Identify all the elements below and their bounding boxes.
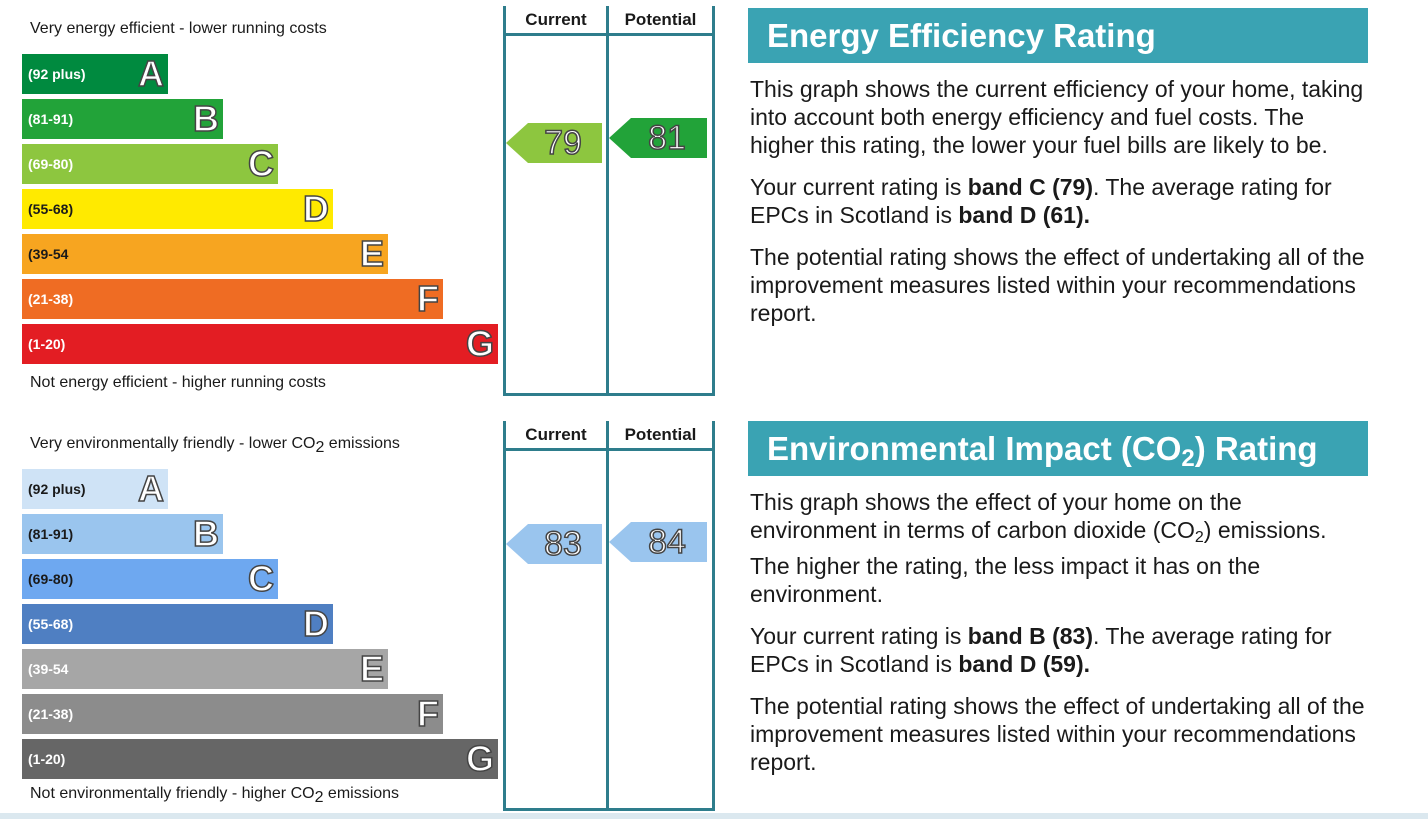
potential-rating-arrow: 81	[609, 118, 707, 158]
env-p1-subscript: 2	[1194, 529, 1204, 546]
env-average-band: band D (59).	[958, 651, 1090, 677]
chart-top-label: Very environmentally friendly - lower CO…	[30, 435, 400, 457]
top-label-end: emissions	[324, 435, 400, 452]
band-range-label: (69-80)	[28, 156, 74, 172]
band-range-label: (21-38)	[28, 291, 74, 307]
band-c: (69-80) C	[22, 142, 278, 185]
band-range-label: (92 plus)	[28, 481, 86, 497]
energy-panel-title: Energy Efficiency Rating	[748, 8, 1368, 63]
top-label-text: Very environmentally friendly - lower CO	[30, 435, 316, 452]
chart-base-line	[503, 393, 712, 396]
current-rating-arrow: 79	[506, 123, 602, 163]
current-column: Current	[503, 6, 609, 396]
energy-p2-a: Your current rating is	[750, 174, 968, 200]
band-letter-label: B	[192, 97, 220, 140]
band-range-label: (39-54	[28, 661, 69, 677]
band-d: (55-68) D	[22, 187, 333, 230]
band-a: (92 plus) A	[22, 52, 168, 95]
potential-column: Potential	[606, 6, 715, 396]
band-range-label: (69-80)	[28, 571, 74, 587]
band-letter-label: E	[359, 647, 385, 690]
bottom-label-text: Not environmentally friendly - higher CO	[30, 785, 315, 802]
band-f: (21-38) F	[22, 692, 443, 735]
band-a: (92 plus) A	[22, 467, 168, 510]
chart-bottom-label: Not environmentally friendly - higher CO…	[30, 785, 399, 807]
band-letter-label: A	[137, 52, 165, 95]
band-range-label: (81-91)	[28, 111, 74, 127]
env-paragraph-1: This graph shows the effect of your home…	[750, 488, 1368, 608]
band-range-label: (55-68)	[28, 201, 74, 217]
energy-p2-c: . The average rating for EPCs in Scotlan…	[750, 174, 1332, 228]
env-p1-b: ) emissions. The higher the rating, the …	[750, 517, 1327, 607]
env-p2-a: Your current rating is	[750, 623, 968, 649]
env-panel-title: Environmental Impact (CO2) Rating	[748, 421, 1368, 476]
band-letter-label: D	[302, 602, 330, 645]
env-paragraph-3: The potential rating shows the effect of…	[750, 693, 1365, 775]
env-current-band: band B (83)	[967, 623, 1093, 649]
band-letter-label: F	[416, 692, 440, 735]
band-range-label: (21-38)	[28, 706, 74, 722]
band-range-label: (1-20)	[28, 336, 66, 352]
band-b: (81-91) B	[22, 97, 223, 140]
env-title-subscript: 2	[1181, 445, 1195, 472]
band-range-label: (39-54	[28, 246, 69, 262]
potential-column: Potential	[606, 421, 715, 811]
band-letter-label: G	[465, 737, 495, 780]
potential-column-header: Potential	[609, 421, 712, 451]
band-letter-label: F	[416, 277, 440, 320]
env-p1-a: This graph shows the effect of your home…	[750, 489, 1242, 543]
current-column-header: Current	[506, 421, 606, 451]
bottom-label-subscript: 2	[314, 789, 324, 806]
band-range-label: (55-68)	[28, 616, 74, 632]
energy-efficiency-panel: Energy Efficiency Rating This graph show…	[748, 8, 1368, 341]
band-letter-label: G	[465, 322, 495, 365]
band-g: (1-20) G	[22, 322, 498, 365]
energy-paragraph-1: This graph shows the current efficiency …	[750, 76, 1364, 158]
energy-current-band: band C (79)	[967, 174, 1093, 200]
energy-paragraph-2: Your current rating is band C (79). The …	[750, 173, 1368, 229]
footer-divider	[0, 813, 1428, 819]
band-letter-label: D	[302, 187, 330, 230]
current-column: Current	[503, 421, 609, 811]
env-paragraph-2: Your current rating is band B (83). The …	[750, 622, 1368, 678]
band-e: (39-54 E	[22, 232, 388, 275]
band-letter-label: A	[137, 467, 165, 510]
band-range-label: (92 plus)	[28, 66, 86, 82]
current-rating-arrow: 83	[506, 524, 602, 564]
potential-rating-arrow: 84	[609, 522, 707, 562]
environmental-impact-panel: Environmental Impact (CO2) Rating This g…	[748, 421, 1368, 790]
band-c: (69-80) C	[22, 557, 278, 600]
band-letter-label: E	[359, 232, 385, 275]
chart-top-label: Very energy efficient - lower running co…	[30, 20, 327, 37]
env-p2-c: . The average rating for EPCs in Scotlan…	[750, 623, 1332, 677]
current-column-header: Current	[506, 6, 606, 36]
chart-base-line	[503, 808, 712, 811]
chart-bottom-label: Not energy efficient - higher running co…	[30, 374, 326, 391]
band-letter-label: C	[247, 142, 275, 185]
band-b: (81-91) B	[22, 512, 223, 555]
bottom-label-end: emissions	[323, 785, 400, 802]
top-label-subscript: 2	[315, 439, 325, 456]
potential-column-header: Potential	[609, 6, 712, 36]
band-d: (55-68) D	[22, 602, 333, 645]
band-g: (1-20) G	[22, 737, 498, 780]
env-panel-text: This graph shows the effect of your home…	[748, 488, 1368, 776]
energy-average-band: band D (61).	[958, 202, 1090, 228]
energy-panel-text: This graph shows the current efficiency …	[748, 75, 1368, 327]
env-title-b: ) Rating	[1194, 430, 1318, 467]
band-range-label: (81-91)	[28, 526, 74, 542]
band-range-label: (1-20)	[28, 751, 66, 767]
environmental-impact-chart: Very environmentally friendly - lower CO…	[22, 421, 715, 811]
band-f: (21-38) F	[22, 277, 443, 320]
env-title-a: Environmental Impact (CO	[767, 430, 1182, 467]
band-letter-label: B	[192, 512, 220, 555]
band-e: (39-54 E	[22, 647, 388, 690]
band-letter-label: C	[247, 557, 275, 600]
energy-efficiency-chart: Very energy efficient - lower running co…	[22, 6, 715, 396]
energy-paragraph-3: The potential rating shows the effect of…	[750, 244, 1365, 326]
